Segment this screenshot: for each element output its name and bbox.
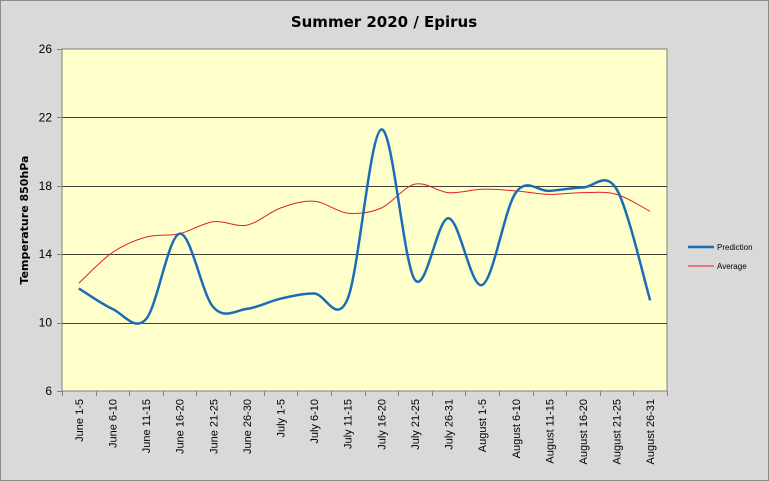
y-tick-label: 6 (45, 384, 52, 398)
plot-area (61, 48, 668, 392)
x-tick-label: August 11-15 (544, 399, 556, 464)
y-tick-label: 14 (39, 247, 53, 261)
x-tick-label: June 1-5 (74, 399, 86, 442)
x-tick-label: June 6-10 (107, 399, 119, 448)
y-tick-label: 22 (39, 110, 53, 124)
x-tick-label: August 1-5 (477, 399, 489, 452)
y-tick-label: 18 (39, 179, 53, 193)
legend-label-prediction: Prediction (717, 243, 753, 252)
x-axis: June 1-5 June 6-10 June 11-15 June 16-20 Jun… (62, 390, 668, 464)
legend-label-average: Average (717, 262, 747, 271)
x-tick-label: August 26-31 (645, 399, 657, 464)
x-tick-label: July 21-25 (410, 399, 422, 450)
x-tick-label: July 11-15 (343, 399, 355, 449)
x-tick-label: August 21-25 (612, 399, 624, 464)
x-tick-label: July 16-20 (376, 399, 388, 450)
chart-title: Summer 2020 / Epirus (291, 13, 477, 31)
x-tick-label: July 1-5 (275, 399, 287, 438)
x-tick-label: July 6-10 (309, 399, 321, 444)
x-tick-label: June 21-25 (208, 399, 220, 454)
x-tick-label: June 26-30 (242, 399, 254, 454)
x-tick-label: August 6-10 (511, 399, 523, 458)
y-axis-label: Temperature 850hPa (18, 156, 31, 285)
gridlines (62, 117, 667, 324)
x-tick-label: July 26-31 (444, 399, 456, 450)
y-tick-label: 26 (39, 42, 53, 56)
legend: Prediction Average (688, 243, 753, 271)
x-tick-label: June 11-15 (141, 399, 153, 453)
y-tick-label: 10 (39, 316, 53, 330)
x-tick-label: June 16-20 (175, 399, 187, 454)
y-axis: 6 10 14 18 22 26 (39, 42, 63, 398)
series-layer (78, 128, 652, 325)
x-tick-label: August 16-20 (578, 399, 590, 464)
series-line-prediction (78, 128, 652, 325)
